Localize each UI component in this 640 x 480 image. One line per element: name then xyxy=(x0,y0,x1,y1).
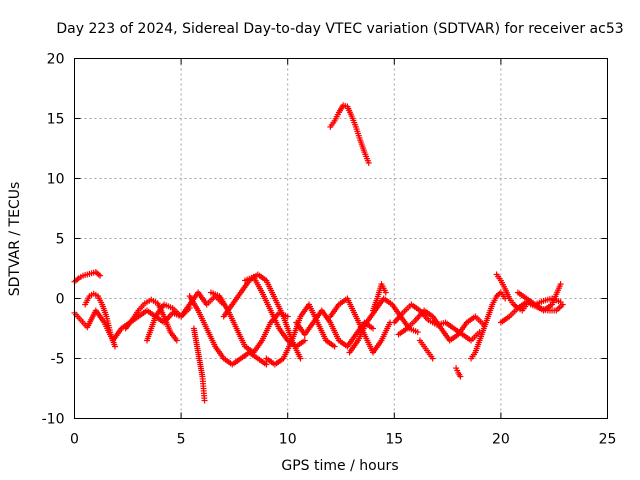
grid-layer xyxy=(74,58,608,419)
arc-j-point xyxy=(301,337,308,344)
arc-k-point xyxy=(331,343,338,350)
arc-l-point xyxy=(369,325,376,332)
chart-title: Day 223 of 2024, Sidereal Day-to-day VTE… xyxy=(56,21,623,37)
arc-d-point xyxy=(173,337,180,344)
x-tick-label: 10 xyxy=(279,432,297,448)
arc-w-point xyxy=(557,281,564,288)
y-tick-label: -5 xyxy=(51,352,65,368)
arc-e-point xyxy=(186,305,193,312)
x-tick-label: 25 xyxy=(599,432,617,448)
y-axis-label: SDTVAR / TECUs xyxy=(7,182,23,297)
arc-r-point xyxy=(429,355,436,362)
x-tick-label: 5 xyxy=(177,432,186,448)
x-tick-label: 20 xyxy=(492,432,510,448)
x-tick-label: 0 xyxy=(70,432,79,448)
y-tick-label: 5 xyxy=(56,232,65,248)
arc-o-point xyxy=(382,289,389,296)
arc-a-point xyxy=(97,272,104,279)
y-tick-label: -10 xyxy=(42,412,65,428)
arc-i-point xyxy=(297,355,304,362)
x-axis-label: GPS time / hours xyxy=(281,458,398,474)
y-tick-label: 10 xyxy=(47,172,65,188)
data-points xyxy=(71,102,566,404)
axis-ticks: 0 5 10 15 20 25 -10 -5 0 5 10 15 20 xyxy=(42,52,617,448)
y-tick-label: 0 xyxy=(56,292,65,308)
arc-f-point xyxy=(201,397,208,404)
y-tick-label: 15 xyxy=(47,112,65,128)
y-tick-label: 20 xyxy=(47,52,65,68)
arc-s-point xyxy=(457,373,464,380)
arc-n-point xyxy=(414,329,421,336)
arc-x-point xyxy=(559,301,566,308)
x-tick-label: 15 xyxy=(385,432,403,448)
arc-c-point xyxy=(112,343,119,350)
arc-g-point xyxy=(263,361,270,368)
arc-y-point xyxy=(365,159,372,166)
